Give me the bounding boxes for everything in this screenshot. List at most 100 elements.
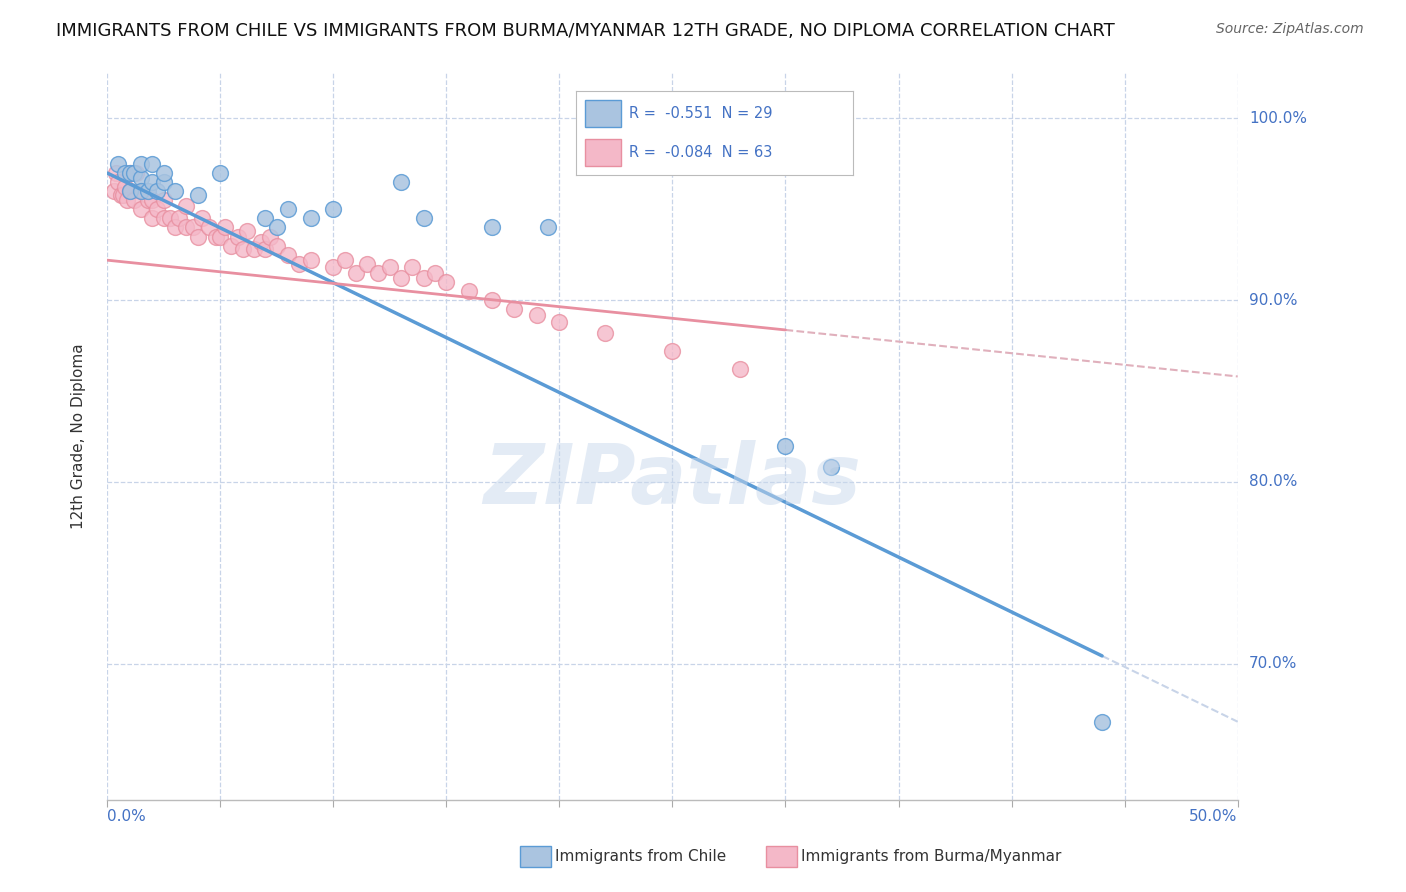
Point bbox=[593, 326, 616, 340]
Point bbox=[129, 171, 152, 186]
Point bbox=[254, 211, 277, 226]
Point bbox=[159, 211, 181, 226]
Point bbox=[174, 220, 197, 235]
Point bbox=[105, 166, 128, 180]
Point bbox=[146, 202, 169, 217]
Text: Source: ZipAtlas.com: Source: ZipAtlas.com bbox=[1216, 22, 1364, 37]
Point bbox=[266, 220, 288, 235]
Point bbox=[181, 220, 204, 235]
Point bbox=[204, 229, 226, 244]
Point bbox=[389, 271, 412, 285]
Text: 80.0%: 80.0% bbox=[1249, 475, 1298, 490]
Point bbox=[209, 229, 232, 244]
Point bbox=[434, 275, 457, 289]
Point bbox=[481, 293, 503, 307]
Point bbox=[152, 211, 174, 226]
Point bbox=[141, 211, 163, 226]
Point bbox=[356, 257, 378, 271]
Point bbox=[107, 175, 129, 189]
Point bbox=[1091, 714, 1114, 729]
Text: 70.0%: 70.0% bbox=[1249, 657, 1298, 671]
Point bbox=[136, 193, 159, 207]
Point bbox=[114, 180, 136, 194]
Point bbox=[191, 211, 214, 226]
Point bbox=[322, 202, 344, 217]
Point bbox=[221, 238, 243, 252]
Point bbox=[254, 242, 277, 256]
Point bbox=[118, 184, 141, 198]
Point bbox=[129, 157, 152, 171]
Point bbox=[243, 242, 266, 256]
Point bbox=[378, 260, 401, 275]
Point bbox=[277, 248, 299, 262]
Point bbox=[136, 184, 159, 198]
Text: Immigrants from Burma/Myanmar: Immigrants from Burma/Myanmar bbox=[801, 849, 1062, 863]
Point bbox=[146, 184, 169, 198]
Point bbox=[198, 220, 221, 235]
Point bbox=[122, 166, 145, 180]
Point bbox=[481, 220, 503, 235]
Point bbox=[412, 211, 434, 226]
Point bbox=[503, 302, 526, 317]
Point bbox=[152, 175, 174, 189]
Point bbox=[103, 184, 125, 198]
Point bbox=[548, 315, 571, 329]
Point bbox=[288, 257, 311, 271]
Point bbox=[129, 184, 152, 198]
Point bbox=[163, 220, 186, 235]
Point bbox=[129, 184, 152, 198]
Point bbox=[209, 166, 232, 180]
Point bbox=[457, 284, 479, 298]
Point bbox=[661, 344, 683, 359]
Point bbox=[214, 220, 236, 235]
Point bbox=[526, 308, 548, 322]
Point bbox=[423, 266, 446, 280]
Point bbox=[236, 224, 259, 238]
Point bbox=[141, 193, 163, 207]
Point bbox=[118, 166, 141, 180]
Point bbox=[122, 193, 145, 207]
Point bbox=[111, 187, 134, 202]
Text: 100.0%: 100.0% bbox=[1249, 111, 1308, 126]
Point bbox=[389, 175, 412, 189]
Point bbox=[344, 266, 367, 280]
Point bbox=[820, 460, 842, 475]
Text: 0.0%: 0.0% bbox=[107, 809, 146, 824]
Point bbox=[226, 229, 249, 244]
Point bbox=[110, 187, 132, 202]
Point bbox=[537, 220, 560, 235]
Point bbox=[250, 235, 273, 249]
Point bbox=[266, 238, 288, 252]
Point bbox=[163, 184, 186, 198]
Point bbox=[367, 266, 389, 280]
Point bbox=[322, 260, 344, 275]
Point bbox=[152, 166, 174, 180]
Point bbox=[107, 157, 129, 171]
Point bbox=[186, 229, 208, 244]
Point bbox=[232, 242, 254, 256]
Point bbox=[775, 438, 797, 452]
Text: 50.0%: 50.0% bbox=[1189, 809, 1237, 824]
Point bbox=[129, 202, 152, 217]
Point bbox=[299, 211, 322, 226]
Point bbox=[169, 211, 191, 226]
Point bbox=[333, 253, 356, 268]
Point bbox=[299, 253, 322, 268]
Point bbox=[118, 166, 141, 180]
Point bbox=[174, 199, 197, 213]
Point bbox=[412, 271, 434, 285]
Point bbox=[728, 362, 751, 376]
Point bbox=[277, 202, 299, 217]
Point bbox=[125, 166, 148, 180]
Point bbox=[141, 157, 163, 171]
Y-axis label: 12th Grade, No Diploma: 12th Grade, No Diploma bbox=[72, 343, 86, 529]
Text: Immigrants from Chile: Immigrants from Chile bbox=[555, 849, 727, 863]
Text: 90.0%: 90.0% bbox=[1249, 293, 1298, 308]
Point bbox=[132, 184, 155, 198]
Text: ZIPatlas: ZIPatlas bbox=[484, 440, 862, 521]
Point bbox=[259, 229, 281, 244]
Text: IMMIGRANTS FROM CHILE VS IMMIGRANTS FROM BURMA/MYANMAR 12TH GRADE, NO DIPLOMA CO: IMMIGRANTS FROM CHILE VS IMMIGRANTS FROM… bbox=[56, 22, 1115, 40]
Point bbox=[117, 193, 139, 207]
Point bbox=[401, 260, 423, 275]
Point bbox=[152, 193, 174, 207]
